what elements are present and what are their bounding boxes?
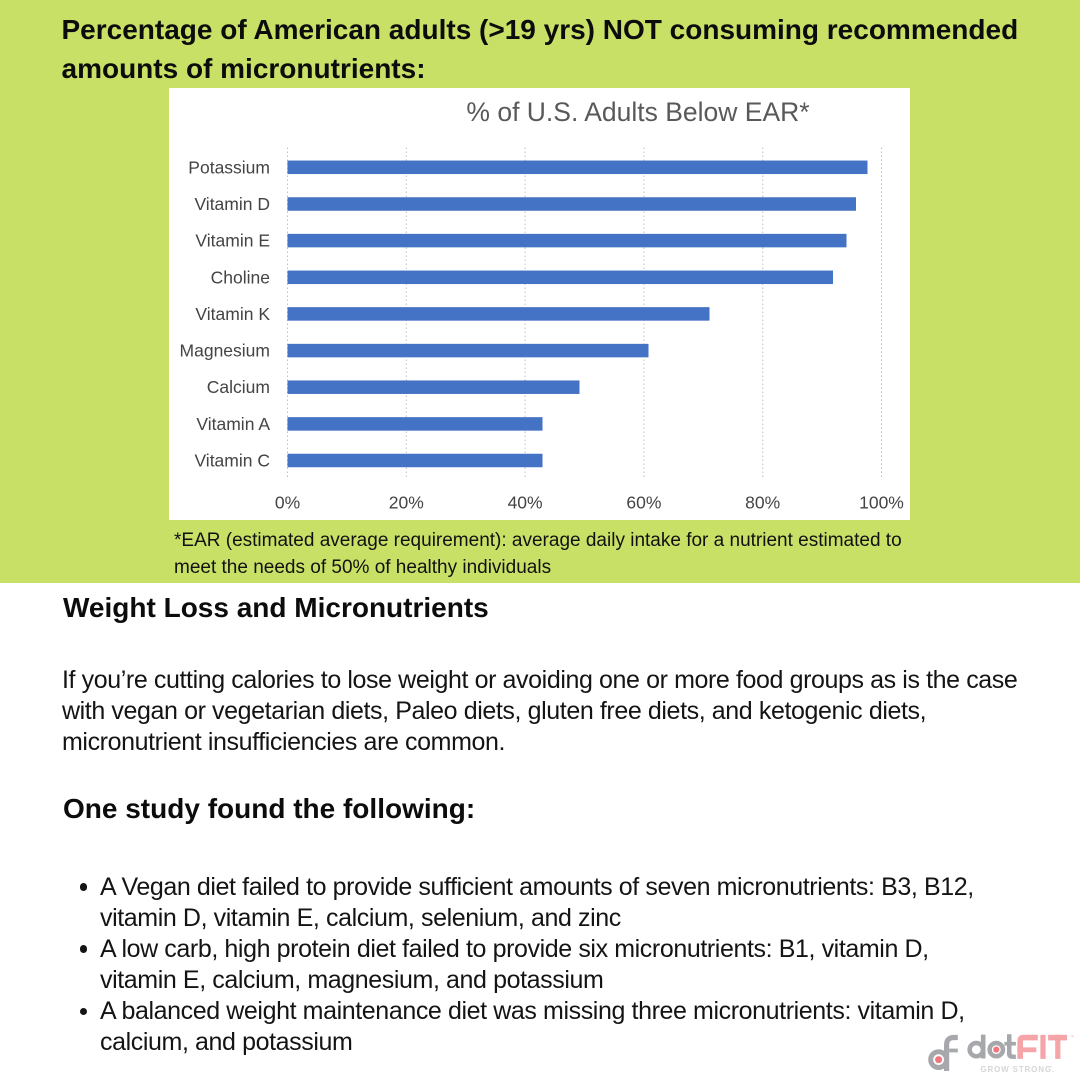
svg-text:™: ™	[1070, 1035, 1075, 1040]
svg-text:Vitamin K: Vitamin K	[195, 304, 270, 324]
svg-text:Choline: Choline	[211, 267, 270, 287]
svg-text:40%: 40%	[508, 493, 543, 513]
svg-text:GROW STRONG.: GROW STRONG.	[980, 1065, 1055, 1074]
svg-text:Vitamin D: Vitamin D	[194, 194, 270, 214]
svg-text:20%: 20%	[389, 493, 424, 513]
svg-text:100%: 100%	[859, 493, 904, 513]
svg-text:Potassium: Potassium	[188, 157, 270, 177]
svg-text:Vitamin A: Vitamin A	[196, 414, 270, 434]
svg-text:Magnesium: Magnesium	[180, 341, 270, 361]
svg-text:Vitamin C: Vitamin C	[194, 451, 270, 471]
svg-text:™: ™	[1048, 1065, 1052, 1070]
svg-text:80%: 80%	[745, 493, 780, 513]
svg-text:0%: 0%	[275, 493, 300, 513]
svg-text:Calcium: Calcium	[207, 377, 270, 397]
svg-text:% of U.S. Adults Below EAR*: % of U.S. Adults Below EAR*	[466, 97, 809, 127]
svg-text:60%: 60%	[626, 493, 661, 513]
svg-text:Vitamin E: Vitamin E	[195, 231, 270, 251]
